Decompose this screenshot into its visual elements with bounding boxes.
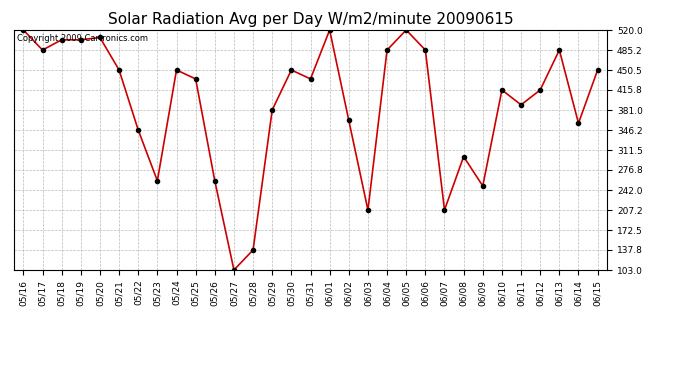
Text: Copyright 2009 Cartronics.com: Copyright 2009 Cartronics.com bbox=[17, 34, 148, 43]
Title: Solar Radiation Avg per Day W/m2/minute 20090615: Solar Radiation Avg per Day W/m2/minute … bbox=[108, 12, 513, 27]
